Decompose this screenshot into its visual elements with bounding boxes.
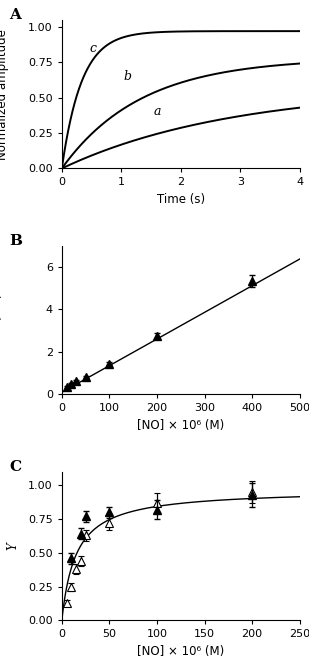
Text: A: A bbox=[10, 8, 21, 22]
X-axis label: Time (s): Time (s) bbox=[157, 193, 205, 206]
Text: b: b bbox=[123, 70, 131, 83]
Y-axis label: $\mathit{k}^{\mathrm{obs}}\ \mathrm{(s^{-1})}$: $\mathit{k}^{\mathrm{obs}}\ \mathrm{(s^{… bbox=[0, 292, 5, 348]
Text: a: a bbox=[153, 106, 161, 118]
X-axis label: [NO] × 10⁶ (M): [NO] × 10⁶ (M) bbox=[137, 645, 224, 658]
Y-axis label: Normalized amplitude: Normalized amplitude bbox=[0, 28, 10, 160]
Text: B: B bbox=[10, 234, 23, 248]
X-axis label: [NO] × 10⁶ (M): [NO] × 10⁶ (M) bbox=[137, 419, 224, 432]
Y-axis label: Y: Y bbox=[6, 543, 19, 550]
Text: c: c bbox=[89, 42, 96, 55]
Text: C: C bbox=[10, 460, 22, 474]
